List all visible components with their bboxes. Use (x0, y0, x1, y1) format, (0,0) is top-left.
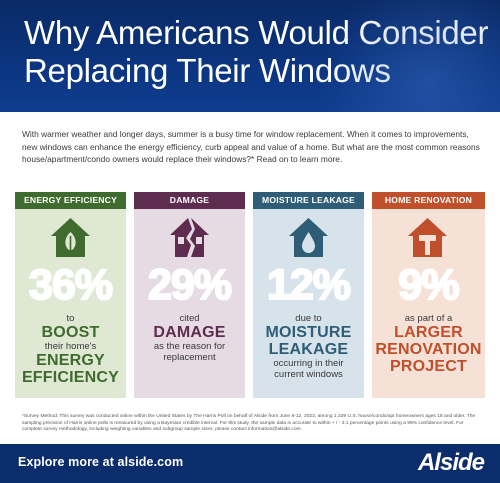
percent-value: 12% (266, 260, 352, 310)
desc-highlight: MOISTURE (265, 324, 352, 341)
desc-highlight: EFFICIENCY (21, 369, 120, 386)
desc-post: occurring in their (273, 358, 344, 369)
desc-highlight: DAMAGE (153, 324, 226, 341)
card-caption: MOISTURE LEAKAGE (253, 192, 364, 209)
percent-value: 36% (28, 260, 114, 310)
desc-highlight: ENERGY (36, 352, 105, 369)
card-body: 36% to BOOST their home's ENERGY EFFICIE… (15, 209, 126, 398)
desc-highlight: LEAKAGE (268, 341, 349, 358)
title-line-2: Replacing Their Windows (24, 52, 391, 89)
house-water-drop-icon (289, 218, 328, 257)
card-description: to BOOST their home's ENERGY EFFICIENCY (17, 313, 124, 386)
broken-house-icon (170, 218, 209, 257)
card-body: 9% as part of a LARGER RENOVATION PROJEC… (372, 209, 485, 398)
house-hammer-icon (408, 218, 447, 257)
desc-highlight: PROJECT (390, 358, 467, 375)
card-description: cited DAMAGE as the reason for replaceme… (136, 313, 243, 363)
desc-pre: to (66, 313, 75, 324)
page-title: Why Americans Would Consider Replacing T… (24, 14, 489, 90)
intro-paragraph: With warmer weather and longer days, sum… (22, 129, 480, 165)
desc-pre: due to (295, 313, 322, 324)
house-leaf-icon (51, 218, 90, 257)
desc-mid: their home's (44, 341, 97, 352)
percent-value: 9% (397, 260, 460, 310)
percent-value: 29% (147, 260, 233, 310)
desc-post: replacement (163, 352, 216, 363)
explore-link[interactable]: Explore more at alside.com (18, 455, 184, 469)
card-body: 12% due to MOISTURE LEAKAGE occurring in… (253, 209, 364, 398)
card-body: 29% cited DAMAGE as the reason for repla… (134, 209, 245, 398)
reason-cards: ENERGY EFFICIENCY 36% to BOOST their hom… (15, 192, 485, 398)
footer-bar: Explore more at alside.com Alside (0, 444, 500, 483)
desc-highlight: BOOST (41, 324, 100, 341)
desc-highlight: RENOVATION (375, 341, 482, 358)
card-description: as part of a LARGER RENOVATION PROJECT (374, 313, 483, 375)
desc-post: as the reason for (153, 341, 226, 352)
card-caption: DAMAGE (134, 192, 245, 209)
desc-pre: cited (179, 313, 200, 324)
card-home-renovation: HOME RENOVATION 9% as part of a LARGER R… (372, 192, 485, 398)
card-moisture-leakage: MOISTURE LEAKAGE 12% due to MOISTURE LEA… (253, 192, 364, 398)
survey-footnote: *Survey Method: This survey was conducte… (22, 414, 476, 433)
desc-pre: as part of a (404, 313, 453, 324)
desc-highlight: LARGER (394, 324, 463, 341)
title-line-1: Why Americans Would Consider (24, 14, 489, 51)
card-description: due to MOISTURE LEAKAGE occurring in the… (255, 313, 362, 380)
card-damage: DAMAGE 29% cited DAMAGE as the reason fo… (134, 192, 245, 398)
alside-logo: Alside (417, 449, 485, 476)
desc-post: current windows (274, 369, 343, 380)
header-banner: Why Americans Would Consider Replacing T… (0, 0, 500, 112)
card-caption: HOME RENOVATION (372, 192, 485, 209)
card-caption: ENERGY EFFICIENCY (15, 192, 126, 209)
card-energy-efficiency: ENERGY EFFICIENCY 36% to BOOST their hom… (15, 192, 126, 398)
